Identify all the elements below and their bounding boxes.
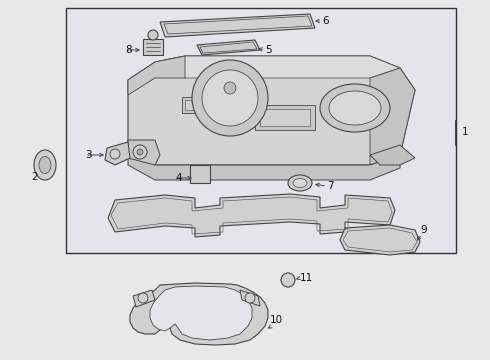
- Text: 1: 1: [462, 127, 468, 137]
- Bar: [66, 8, 456, 253]
- Ellipse shape: [39, 157, 51, 174]
- Text: 10: 10: [270, 315, 283, 325]
- Ellipse shape: [320, 84, 390, 132]
- Ellipse shape: [293, 179, 307, 188]
- Circle shape: [148, 30, 158, 40]
- Text: 3: 3: [85, 150, 92, 160]
- Text: 9: 9: [420, 225, 427, 235]
- Polygon shape: [240, 290, 260, 306]
- Text: 5: 5: [265, 45, 271, 55]
- Circle shape: [138, 293, 148, 303]
- FancyBboxPatch shape: [143, 39, 163, 55]
- Circle shape: [110, 149, 120, 159]
- Polygon shape: [150, 286, 252, 340]
- Polygon shape: [185, 100, 215, 110]
- Circle shape: [192, 60, 268, 136]
- Polygon shape: [108, 194, 395, 237]
- Polygon shape: [128, 56, 185, 95]
- Ellipse shape: [329, 91, 381, 125]
- Circle shape: [245, 293, 255, 303]
- Text: 4: 4: [175, 173, 182, 183]
- Circle shape: [281, 273, 295, 287]
- Ellipse shape: [288, 175, 312, 191]
- Polygon shape: [370, 68, 415, 165]
- Text: 6: 6: [322, 16, 329, 26]
- Circle shape: [133, 145, 147, 159]
- Polygon shape: [128, 140, 160, 165]
- Text: 11: 11: [300, 273, 313, 283]
- Text: 2: 2: [32, 172, 38, 182]
- Polygon shape: [340, 225, 420, 255]
- Polygon shape: [255, 105, 315, 130]
- Polygon shape: [130, 283, 268, 345]
- Polygon shape: [155, 56, 400, 78]
- Ellipse shape: [34, 150, 56, 180]
- Polygon shape: [182, 97, 218, 113]
- FancyBboxPatch shape: [190, 165, 210, 183]
- Circle shape: [224, 82, 236, 94]
- Polygon shape: [160, 14, 315, 37]
- Polygon shape: [105, 142, 130, 165]
- Circle shape: [202, 70, 258, 126]
- Text: 8: 8: [125, 45, 132, 55]
- Polygon shape: [128, 56, 415, 165]
- Polygon shape: [370, 145, 415, 165]
- Circle shape: [137, 149, 143, 155]
- Polygon shape: [128, 150, 400, 180]
- Polygon shape: [260, 109, 310, 126]
- Text: 7: 7: [327, 181, 334, 191]
- Polygon shape: [197, 40, 260, 55]
- Polygon shape: [133, 290, 155, 307]
